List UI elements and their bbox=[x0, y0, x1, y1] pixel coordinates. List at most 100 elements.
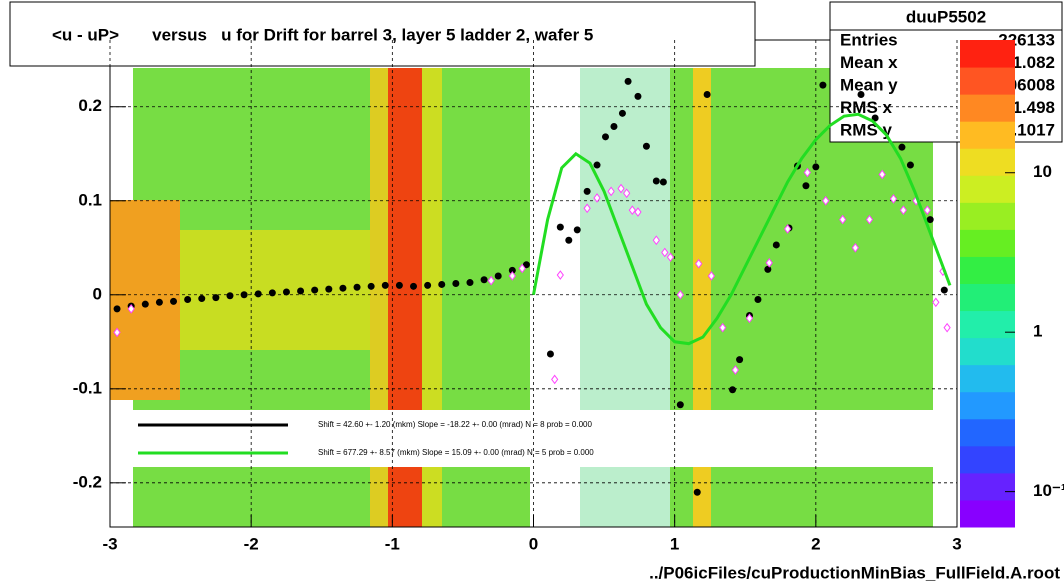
source-label: ../P06icFiles/cuProductionMinBias_FullFi… bbox=[649, 563, 1060, 582]
profile-point bbox=[556, 270, 564, 280]
stats-value: -1.082 bbox=[1007, 53, 1055, 72]
profile-point bbox=[494, 272, 502, 280]
z-tick-label: 10 bbox=[1033, 162, 1052, 181]
profile-point bbox=[666, 252, 675, 263]
profile-point bbox=[802, 182, 810, 190]
color-scale-band bbox=[960, 337, 1015, 366]
profile-point bbox=[565, 236, 573, 244]
profile-point bbox=[381, 281, 389, 289]
profile-point bbox=[508, 271, 516, 281]
profile-point bbox=[593, 193, 601, 203]
color-scale-band bbox=[960, 202, 1015, 230]
stats-label: Entries bbox=[840, 30, 898, 49]
profile-point bbox=[889, 194, 898, 204]
profile-point bbox=[676, 401, 684, 409]
color-scale-band bbox=[960, 256, 1015, 284]
profile-point bbox=[184, 295, 192, 303]
profile-point bbox=[899, 205, 907, 216]
profile-point bbox=[339, 284, 347, 292]
profile-point bbox=[607, 186, 615, 197]
profile-point bbox=[610, 122, 618, 130]
profile-point bbox=[240, 291, 248, 299]
profile-point bbox=[254, 290, 262, 298]
profile-point bbox=[943, 322, 951, 333]
profile-point bbox=[601, 133, 609, 141]
profile-point bbox=[719, 322, 727, 333]
stats-label: Mean y bbox=[840, 75, 898, 94]
color-scale-band bbox=[960, 472, 1015, 501]
profile-point bbox=[839, 214, 847, 225]
profile-point bbox=[865, 214, 874, 225]
profile-point bbox=[141, 300, 149, 308]
profile-point bbox=[170, 297, 178, 305]
profile-point bbox=[487, 275, 495, 286]
color-scale-band bbox=[960, 94, 1015, 122]
color-scale-band bbox=[960, 121, 1015, 149]
y-tick-label: 0.2 bbox=[78, 96, 102, 115]
stats-name: duuP5502 bbox=[906, 7, 986, 26]
profile-point bbox=[764, 265, 772, 273]
profile-point bbox=[878, 169, 886, 180]
color-scale-band bbox=[960, 445, 1015, 474]
profile-point bbox=[898, 143, 906, 151]
profile-point bbox=[819, 81, 827, 89]
profile-point bbox=[155, 298, 163, 306]
stats-label: Mean x bbox=[840, 53, 898, 72]
profile-point bbox=[871, 114, 879, 122]
color-scale-band bbox=[960, 391, 1015, 420]
color-scale-band bbox=[960, 175, 1015, 203]
stats-label: RMS y bbox=[840, 120, 893, 139]
profile-point bbox=[693, 488, 701, 496]
profile-point bbox=[652, 235, 660, 246]
profile-point bbox=[624, 77, 632, 85]
profile-point bbox=[772, 241, 780, 249]
profile-point bbox=[424, 281, 432, 289]
profile-point bbox=[932, 297, 940, 308]
profile-point bbox=[466, 279, 474, 287]
profile-point bbox=[113, 305, 121, 313]
profile-point bbox=[659, 178, 667, 186]
profile-point bbox=[522, 261, 530, 269]
stats-value: 0.1017 bbox=[1003, 120, 1055, 139]
color-scale-band bbox=[960, 40, 1015, 68]
x-tick-label: 3 bbox=[952, 534, 961, 553]
x-tick-label: -2 bbox=[244, 534, 259, 553]
profile-point bbox=[926, 216, 934, 224]
profile-point bbox=[518, 263, 526, 274]
color-scale-band bbox=[960, 364, 1015, 393]
z-tick-label: 1 bbox=[1033, 322, 1042, 341]
profile-point bbox=[546, 350, 554, 358]
profile-point bbox=[353, 283, 361, 291]
y-tick-label: 0.1 bbox=[78, 190, 102, 209]
profile-point bbox=[634, 207, 642, 217]
profile-point bbox=[703, 91, 711, 99]
profile-point bbox=[583, 203, 591, 214]
color-scale-band bbox=[960, 499, 1015, 528]
profile-point bbox=[923, 205, 931, 216]
profile-point bbox=[695, 258, 703, 269]
z-tick-label: 10⁻¹ bbox=[1033, 481, 1064, 500]
profile-point bbox=[940, 286, 948, 294]
profile-point bbox=[623, 188, 631, 199]
profile-point bbox=[634, 92, 642, 100]
y-tick-label: -0.2 bbox=[73, 472, 102, 491]
profile-point bbox=[268, 289, 276, 297]
profile-point bbox=[745, 313, 754, 324]
profile-point bbox=[367, 282, 375, 290]
profile-point bbox=[765, 257, 773, 268]
color-scale-band bbox=[960, 148, 1015, 176]
profile-point bbox=[736, 356, 744, 364]
profile-point bbox=[783, 224, 792, 234]
profile-point bbox=[729, 386, 737, 394]
title-box bbox=[9, 1, 756, 67]
profile-point bbox=[812, 163, 820, 171]
color-scale-band bbox=[960, 229, 1015, 257]
profile-point bbox=[508, 266, 516, 274]
color-scale-band bbox=[960, 310, 1015, 339]
x-tick-label: 2 bbox=[811, 534, 820, 553]
profile-point bbox=[822, 195, 830, 206]
profile-point bbox=[583, 187, 591, 195]
legend-label: Shift = 42.60 +- 1.20 (mkm) Slope = -18.… bbox=[318, 420, 592, 429]
profile-point bbox=[642, 142, 650, 150]
